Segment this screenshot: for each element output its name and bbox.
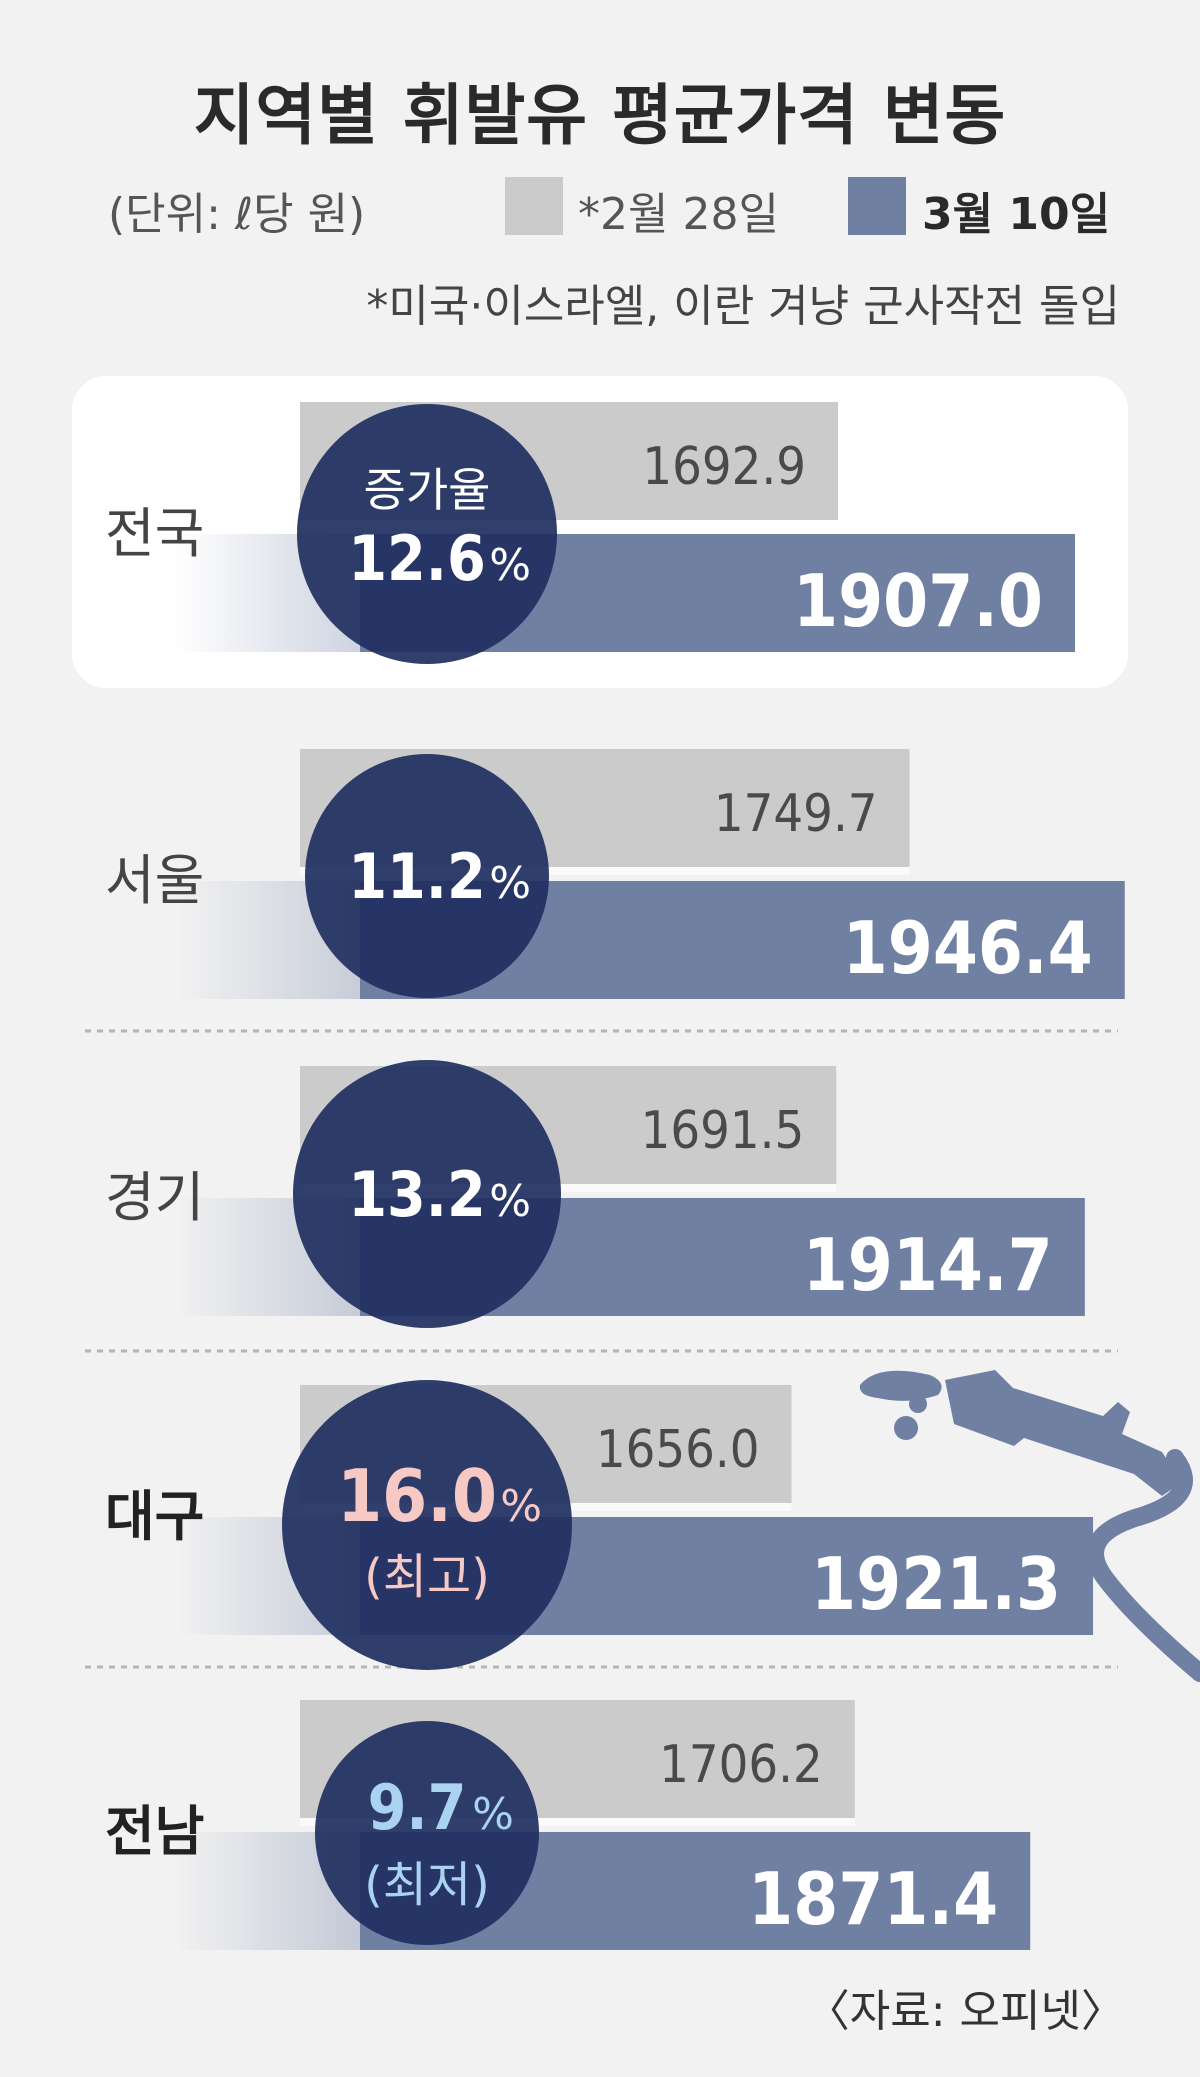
rate-annotation: (최저) [364, 1857, 490, 1913]
increase-rate-label: 증가율 [364, 463, 491, 517]
increase-rate-circle [293, 1060, 561, 1328]
percent-sign: % [489, 1176, 531, 1227]
region-label: 서울 [105, 849, 204, 912]
bar-gap-line [300, 1184, 837, 1192]
percent-sign: % [500, 1481, 542, 1532]
value-label-after: 1921.3 [811, 1542, 1061, 1626]
value-label-before: 1706.2 [659, 1735, 823, 1795]
bar-gap-line [300, 867, 910, 875]
value-label-before: 1691.5 [641, 1101, 805, 1161]
increase-rate-value: 12.6 [348, 522, 486, 595]
increase-rate-value: 9.7 [368, 1771, 467, 1844]
percent-sign: % [472, 1789, 514, 1840]
increase-rate-value: 13.2 [348, 1158, 486, 1231]
legend-swatch-before [505, 177, 563, 235]
region-label: 대구 [105, 1485, 204, 1548]
footnote: *미국·이스라엘, 이란 겨냥 군사작전 돌입 [366, 281, 1120, 332]
percent-sign: % [489, 858, 531, 909]
increase-rate-value: 16.0 [337, 1454, 497, 1538]
increase-rate-circle [282, 1380, 572, 1670]
value-label-before: 1692.9 [642, 437, 806, 497]
bar-gap-line [300, 1818, 855, 1826]
value-label-after: 1871.4 [748, 1857, 998, 1941]
increase-rate-circle [315, 1721, 539, 1945]
legend-label-before: *2월 28일 [578, 189, 779, 240]
percent-sign: % [489, 540, 531, 591]
unit-label: (단위: ℓ당 원) [108, 189, 366, 240]
bar-gap-line [300, 520, 838, 528]
region-label: 전국 [105, 502, 204, 565]
value-label-before: 1749.7 [714, 784, 878, 844]
region-label: 경기 [105, 1166, 204, 1229]
increase-rate-circle [297, 404, 557, 664]
region-label: 전남 [105, 1800, 204, 1863]
rate-annotation: (최고) [364, 1549, 490, 1605]
increase-rate-circle [305, 754, 549, 998]
source-label: 〈자료: 오피넷〉 [805, 1986, 1125, 2037]
value-label-before: 1656.0 [596, 1420, 760, 1480]
fuel-nozzle-icon [859, 1370, 1200, 1682]
value-label-after: 1907.0 [793, 559, 1043, 643]
chart-title: 지역별 휘발유 평균가격 변동 [193, 77, 1007, 154]
legend-swatch-after [848, 177, 906, 235]
value-label-after: 1946.4 [843, 906, 1093, 990]
legend-label-after: 3월 10일 [922, 189, 1111, 240]
value-label-after: 1914.7 [803, 1223, 1053, 1307]
increase-rate-value: 11.2 [348, 840, 486, 913]
